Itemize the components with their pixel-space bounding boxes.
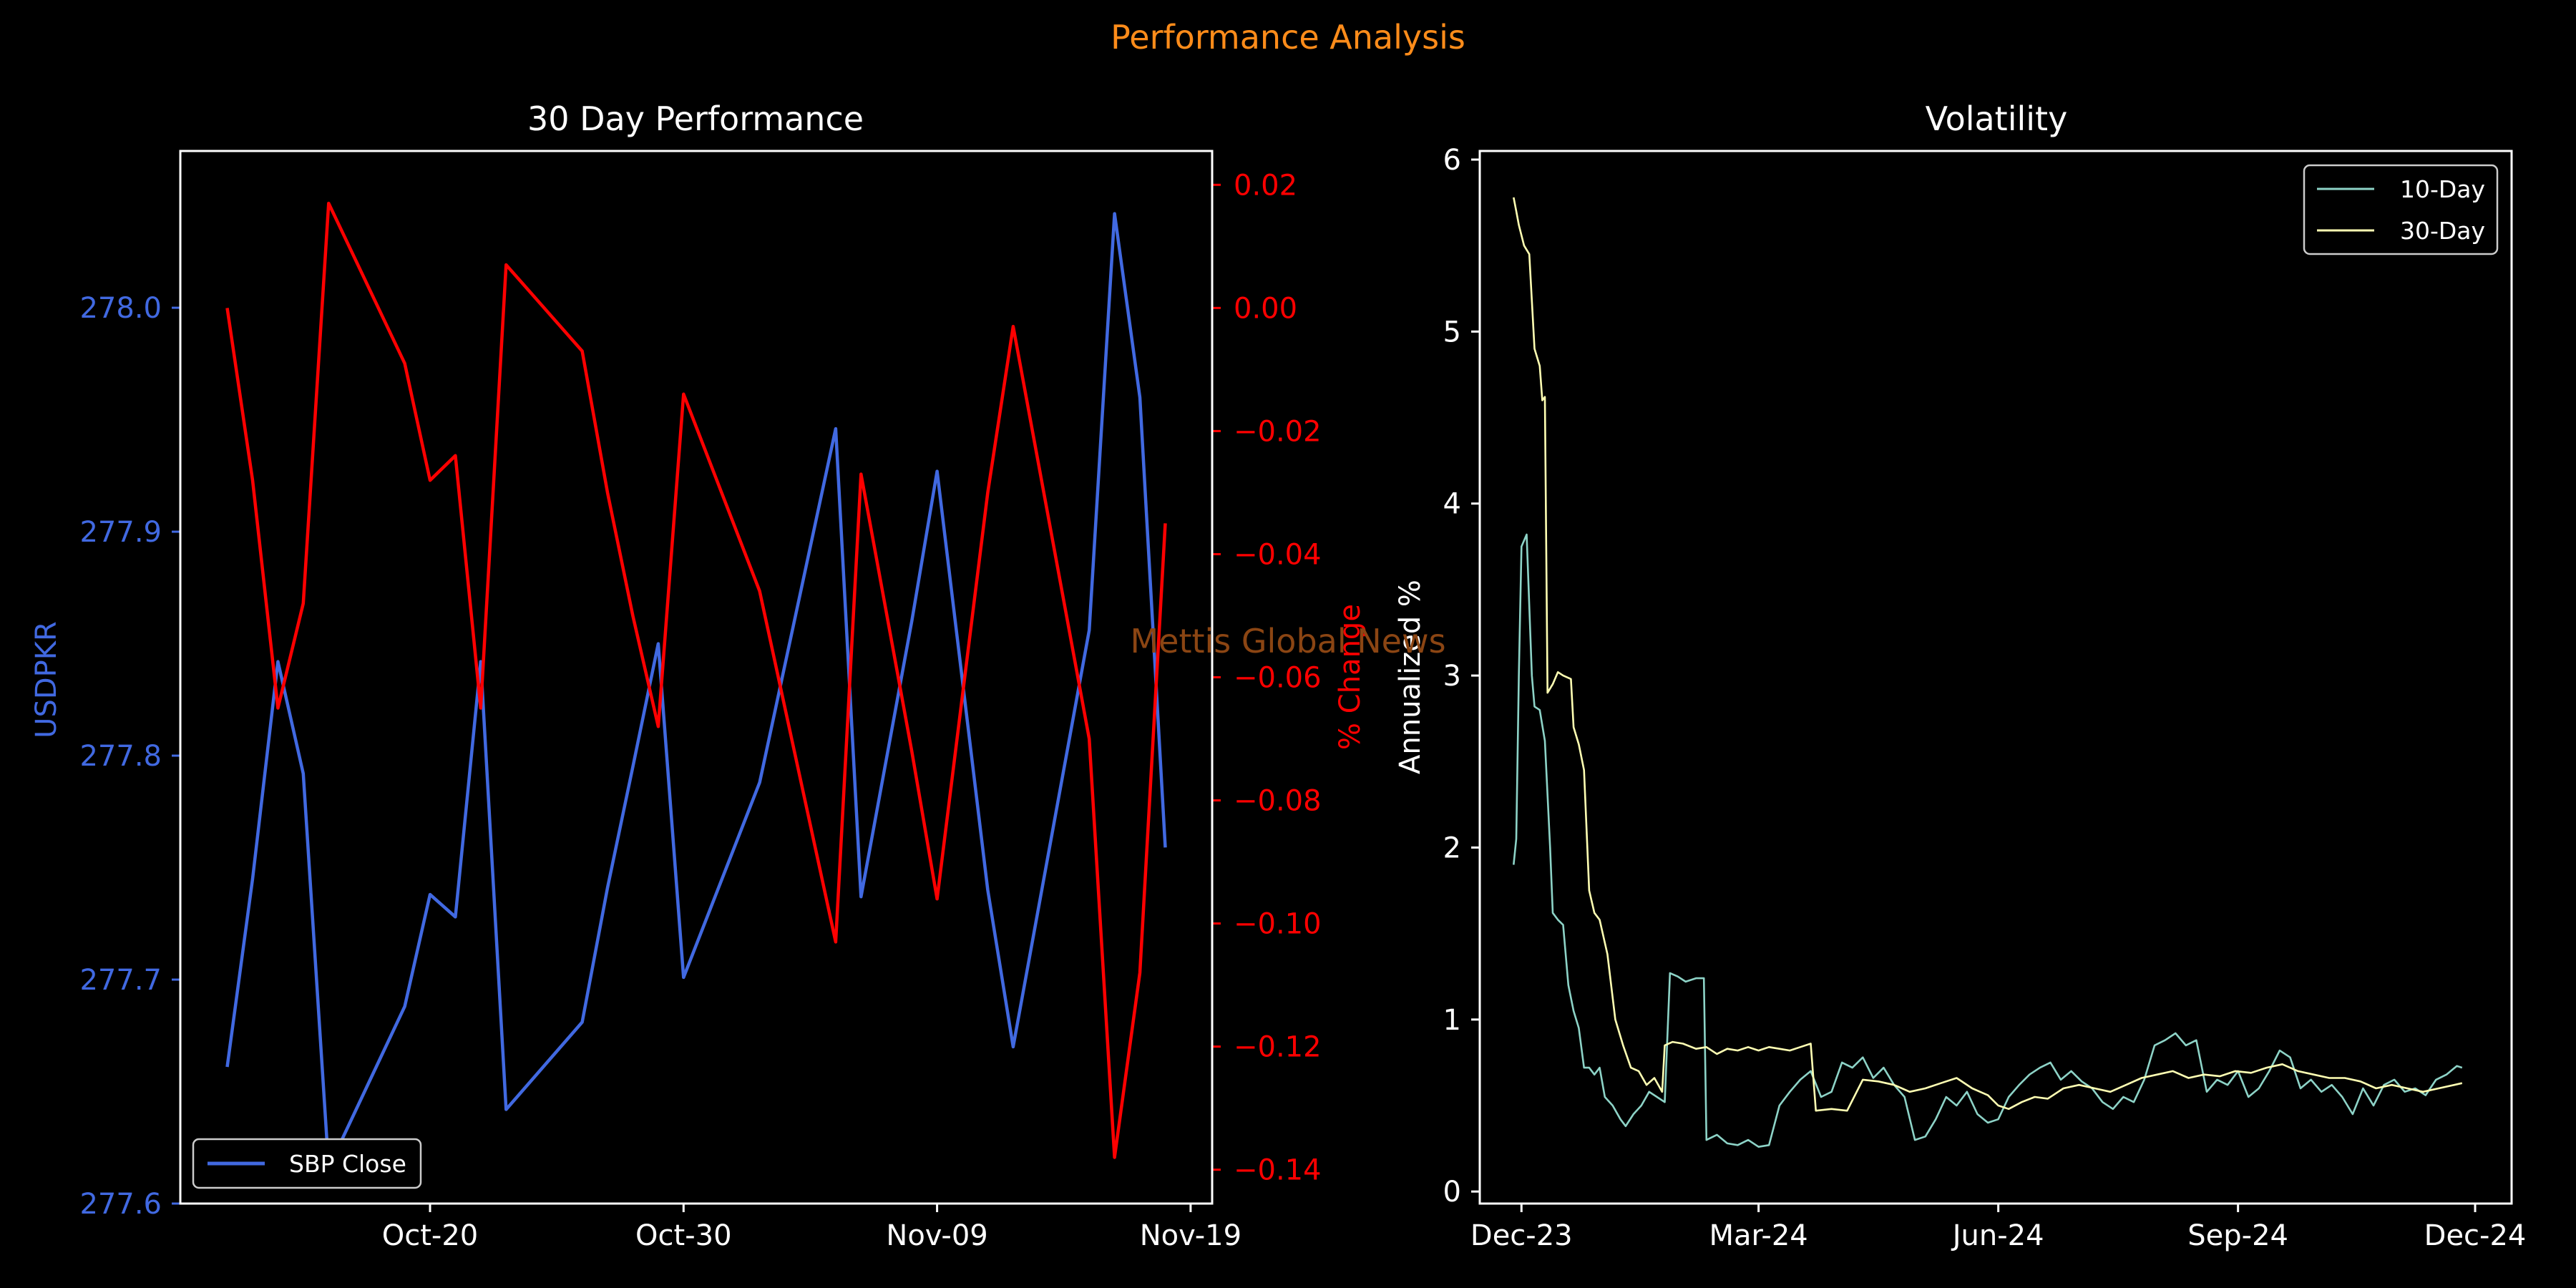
volatility-x-tick-label: Jun-24 xyxy=(1951,1219,2044,1252)
performance-panel: 30 Day Performance 277.6277.7277.8277.92… xyxy=(30,99,1367,1252)
pct-change-line xyxy=(225,201,1167,1159)
watermark: Mettis Global News xyxy=(1130,622,1445,660)
usdpkr-tick-label: 277.7 xyxy=(79,964,162,997)
pct-change-tick-label: −0.12 xyxy=(1234,1031,1322,1064)
performance-legend-frame xyxy=(192,1138,422,1189)
performance-title: 30 Day Performance xyxy=(527,99,864,138)
volatility-y-tick-label: 2 xyxy=(1443,831,1461,864)
performance-ticks: 277.6 277.7 277.8 277.9 278.0 0.02 0.00 −0.02 −0… xyxy=(79,169,1321,1252)
usdpkr-tick-label: 277.9 xyxy=(79,516,162,549)
pct-change-tick-label: −0.04 xyxy=(1234,538,1322,571)
volatility-panel: Volatility 0 1 2 3 4 5 6 Dec-23 Mar-24 Jun-24 Sep-… xyxy=(1394,99,2526,1252)
volatility-x-tick-label: Dec-23 xyxy=(1470,1219,1573,1252)
volatility-legend: 10-Day 30-Day xyxy=(2303,164,2499,255)
pct-change-tick-label: −0.06 xyxy=(1234,662,1322,695)
volatility-y-tick-label: 6 xyxy=(1443,144,1461,177)
volatility-frame xyxy=(1478,150,2513,1205)
performance-x-tick-label: Nov-09 xyxy=(886,1219,987,1252)
volatility-legend-frame xyxy=(2303,164,2499,255)
pct-change-tick-label: 0.00 xyxy=(1234,292,1297,325)
legend-10-day-label: 10-Day xyxy=(2400,175,2485,203)
volatility-title: Volatility xyxy=(1926,99,2068,138)
volatility-30-day-line xyxy=(1513,197,2463,1112)
volatility-y-tick-label: 4 xyxy=(1443,488,1461,521)
volatility-y-tick-label: 3 xyxy=(1443,660,1461,693)
usdpkr-tick-label: 277.6 xyxy=(79,1188,162,1221)
performance-x-tick-label: Oct-30 xyxy=(635,1219,732,1252)
volatility-y-tick-label: 5 xyxy=(1443,316,1461,348)
usdpkr-tick-label: 277.8 xyxy=(79,740,162,773)
volatility-ticks: 0 1 2 3 4 5 6 Dec-23 Mar-24 Jun-24 Sep-24 Dec-24 xyxy=(1443,144,2527,1252)
volatility-x-tick-label: Mar-24 xyxy=(1709,1219,1808,1252)
volatility-y-tick-label: 1 xyxy=(1443,1004,1461,1037)
legend-sbp-close-label: SBP Close xyxy=(289,1150,406,1178)
performance-x-tick-label: Oct-20 xyxy=(382,1219,479,1252)
usdpkr-axis-label: USDPKR xyxy=(30,621,63,738)
performance-x-tick-label: Nov-19 xyxy=(1140,1219,1241,1252)
usdpkr-tick-label: 278.0 xyxy=(79,292,162,325)
volatility-10-day-line xyxy=(1513,533,2463,1148)
pct-change-axis-label: % Change xyxy=(1334,604,1367,750)
pct-change-tick-label: −0.08 xyxy=(1234,785,1322,818)
volatility-y-tick-label: 0 xyxy=(1443,1176,1461,1209)
pct-change-tick-label: −0.14 xyxy=(1234,1154,1322,1187)
legend-30-day-label: 30-Day xyxy=(2400,217,2485,245)
figure-title: Performance Analysis xyxy=(1111,18,1465,57)
pct-change-tick-label: −0.02 xyxy=(1234,415,1322,448)
performance-frame xyxy=(179,150,1214,1205)
pct-change-tick-label: −0.10 xyxy=(1234,908,1322,941)
volatility-lines xyxy=(1513,197,2463,1148)
volatility-x-tick-label: Sep-24 xyxy=(2187,1219,2288,1252)
volatility-x-tick-label: Dec-24 xyxy=(2424,1219,2527,1252)
annualized-axis-label: Annualized % xyxy=(1394,580,1427,774)
pct-change-tick-label: 0.02 xyxy=(1234,169,1297,202)
performance-legend: SBP Close xyxy=(192,1138,422,1189)
